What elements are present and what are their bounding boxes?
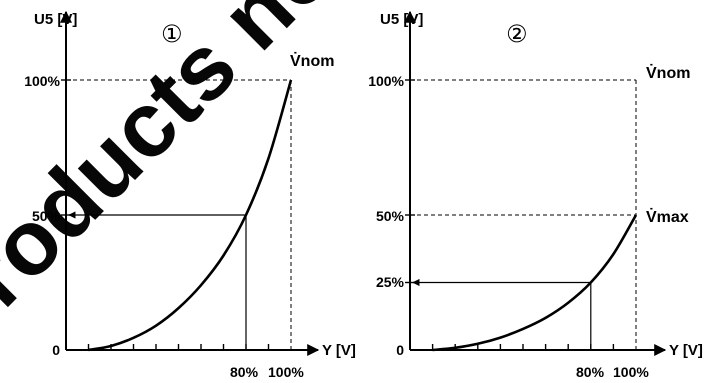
- panel-2-x-axis-title: Y [V]: [669, 342, 703, 359]
- panel-1-curve-label: V̇nom: [290, 52, 334, 70]
- panel-2-y-tick-label-100: 100%: [368, 73, 404, 89]
- panel-2-y-tick-label-0: 0: [396, 342, 404, 358]
- panel-2-x-tick-label-80: 80%: [576, 364, 605, 380]
- panel-1-x-tick-label-80: 80%: [230, 364, 259, 380]
- watermark-text: Products no longer available: [0, 0, 711, 369]
- panel-2-y-axis-title: U5 [V]: [380, 11, 423, 28]
- panel-1-x-tick-label-100: 100%: [268, 364, 304, 380]
- panel-1-x-axis-title: Y [V]: [322, 342, 356, 359]
- panel-2-curve-label-end: V̇max: [646, 208, 689, 226]
- panel-1-y-tick-label-0: 0: [52, 342, 60, 358]
- panel-1: U5 [V] ① V̇nom 100% 50% 0 80% 100% Y [V]: [24, 10, 356, 380]
- watermark: Products no longer available: [0, 0, 711, 369]
- panel-1-marker: ①: [161, 21, 183, 48]
- panel-2-y-tick-label-25: 25%: [376, 274, 405, 290]
- panel-2: U5 [V] ② V̇nom V̇max 100% 50% 25% 0 80% …: [368, 10, 703, 380]
- panel-2-curve-label-top: V̇nom: [646, 64, 690, 82]
- panel-1-y-tick-label-50: 50%: [32, 208, 61, 224]
- panel-1-y-tick-label-100: 100%: [24, 73, 60, 89]
- panel-1-curve-line: [88, 79, 293, 352]
- panel-2-y-tick-label-50: 50%: [376, 208, 405, 224]
- panel-2-curve-line: [432, 214, 638, 352]
- panel-2-marker: ②: [506, 21, 528, 48]
- panel-2-x-tick-label-100: 100%: [613, 364, 649, 380]
- panel-1-y-axis-title: U5 [V]: [34, 11, 77, 28]
